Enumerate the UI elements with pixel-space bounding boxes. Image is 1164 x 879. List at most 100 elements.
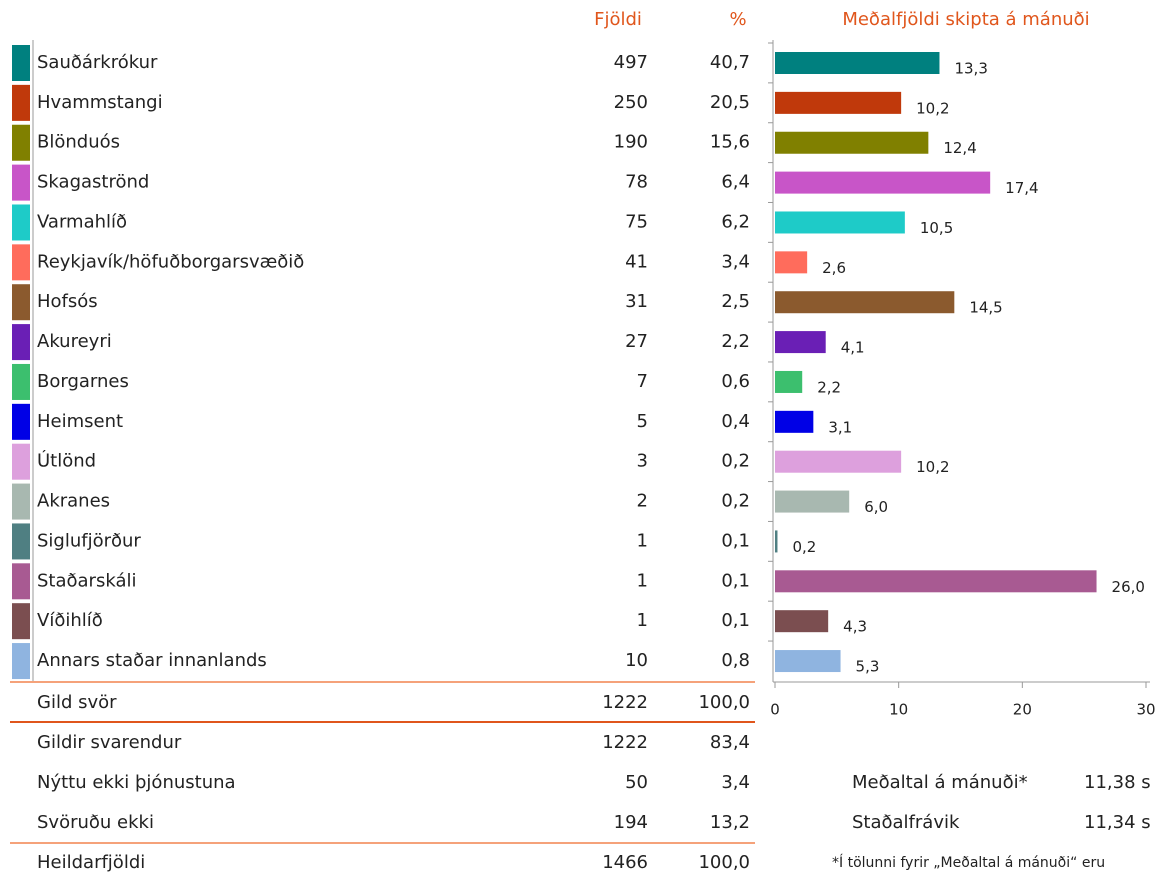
bar <box>775 530 778 553</box>
stat-value: 11,34 s <box>1084 812 1151 833</box>
summary-count: 194 <box>614 812 648 833</box>
row-label: Annars staðar innanlands <box>37 650 267 671</box>
swatch <box>12 45 30 81</box>
x-tick-label: 0 <box>770 701 780 719</box>
value-label: 5,3 <box>856 658 880 676</box>
percent: 0,8 <box>721 650 750 671</box>
bar <box>775 370 803 393</box>
count: 3 <box>637 451 648 472</box>
value-label: 4,3 <box>843 618 867 636</box>
col-header: % <box>729 9 746 30</box>
row-label: Varmahlíð <box>37 211 127 232</box>
bar <box>775 610 829 633</box>
row-label: Skagaströnd <box>37 172 149 193</box>
bar <box>775 450 902 473</box>
percent: 6,2 <box>721 211 750 232</box>
percent: 20,5 <box>710 92 750 113</box>
swatch <box>12 324 30 361</box>
value-label: 2,2 <box>817 378 841 396</box>
chart-title: Meðalfjöldi skipta á mánuði <box>842 9 1089 30</box>
count: 1 <box>637 530 648 551</box>
value-label: 0,2 <box>792 538 816 556</box>
swatch <box>12 563 30 600</box>
summary-label: Svöruðu ekki <box>37 812 154 833</box>
swatch <box>12 483 30 520</box>
swatch <box>12 403 30 440</box>
count: 1 <box>637 610 648 631</box>
bar <box>775 291 955 314</box>
summary-label: Heildarfjöldi <box>37 852 145 873</box>
bar <box>775 570 1097 593</box>
count: 1 <box>637 570 648 591</box>
bar <box>775 52 940 74</box>
percent: 0,2 <box>721 491 750 512</box>
value-label: 10,5 <box>920 219 953 237</box>
x-tick-label: 20 <box>1013 701 1032 719</box>
stat-value: 11,38 s <box>1084 772 1151 793</box>
percent: 2,2 <box>721 331 750 352</box>
summary-percent: 100,0 <box>698 692 750 713</box>
stat-label: Meðaltal á mánuði* <box>852 772 1028 793</box>
swatch <box>12 603 30 640</box>
count: 5 <box>637 411 648 432</box>
percent: 0,1 <box>721 530 750 551</box>
value-label: 6,0 <box>864 498 888 516</box>
row-label: Víðihlíð <box>37 610 103 631</box>
bar <box>775 251 808 274</box>
bar <box>775 410 814 433</box>
percent: 6,4 <box>721 172 750 193</box>
percent: 0,1 <box>721 610 750 631</box>
swatch <box>12 244 30 281</box>
value-label: 26,0 <box>1112 578 1145 596</box>
count: 190 <box>614 132 648 153</box>
count: 75 <box>625 211 648 232</box>
count: 250 <box>614 92 648 113</box>
swatch <box>12 84 30 121</box>
percent: 0,1 <box>721 570 750 591</box>
count: 497 <box>614 52 648 73</box>
summary-label: Gildir svarendur <box>37 732 182 753</box>
row-label: Heimsent <box>37 411 123 432</box>
row-label: Staðarskáli <box>37 570 136 591</box>
swatch <box>12 643 30 680</box>
summary-count: 1466 <box>602 852 648 873</box>
bar <box>775 131 929 154</box>
row-label: Siglufjörður <box>37 530 141 551</box>
summary-percent: 3,4 <box>721 772 750 793</box>
summary-label: Gild svör <box>37 692 117 713</box>
value-label: 17,4 <box>1005 179 1038 197</box>
row-label: Akranes <box>37 491 110 512</box>
footnote: *Í tölunni fyrir „Meðaltal á mánuði“ eru <box>832 854 1105 871</box>
value-label: 4,1 <box>841 339 865 357</box>
bar <box>775 331 826 354</box>
percent: 0,4 <box>721 411 750 432</box>
summary-percent: 13,2 <box>710 812 750 833</box>
percent: 3,4 <box>721 251 750 272</box>
percent: 40,7 <box>710 52 750 73</box>
row-label: Hvammstangi <box>37 92 163 113</box>
bar <box>775 91 902 114</box>
count: 31 <box>625 291 648 312</box>
summary-percent: 100,0 <box>698 852 750 873</box>
summary-count: 1222 <box>602 692 648 713</box>
bar <box>775 650 841 673</box>
percent: 0,2 <box>721 451 750 472</box>
count: 27 <box>625 331 648 352</box>
row-label: Blönduós <box>37 132 120 153</box>
count: 10 <box>625 650 648 671</box>
swatch <box>12 204 30 241</box>
swatch <box>12 284 30 321</box>
swatch <box>12 363 30 400</box>
count: 2 <box>637 491 648 512</box>
row-label: Reykjavík/höfuðborgarsvæðið <box>37 251 304 272</box>
swatch <box>12 164 30 201</box>
value-label: 14,5 <box>969 299 1002 317</box>
row-label: Útlönd <box>37 450 96 472</box>
row-label: Akureyri <box>37 331 112 352</box>
col-header: Fjöldi <box>594 9 642 30</box>
percent: 0,6 <box>721 371 750 392</box>
value-label: 3,1 <box>828 418 852 436</box>
value-label: 10,2 <box>916 99 949 117</box>
percent: 2,5 <box>721 291 750 312</box>
